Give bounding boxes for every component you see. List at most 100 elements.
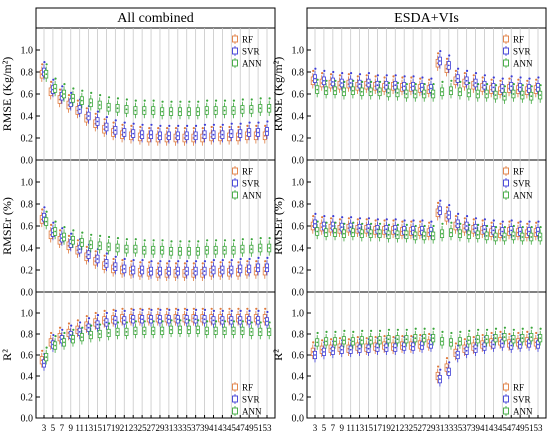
outlier-rf (499, 79, 502, 82)
outlier-ann (378, 80, 382, 83)
outlier-rf (383, 335, 386, 338)
outlier-ann (539, 327, 542, 330)
median-svr (456, 222, 459, 225)
median-svr (230, 319, 233, 322)
median-ann (405, 338, 408, 341)
median-ann (63, 93, 65, 95)
outlier-ann (268, 237, 271, 240)
outlier-svr (448, 204, 451, 207)
median-ann (459, 340, 461, 343)
outlier-ann (152, 320, 155, 323)
legend-label-rf: RF (242, 35, 253, 45)
median-ann (170, 110, 172, 113)
median-ann (223, 249, 226, 252)
x-tick-label: 15 (364, 423, 374, 433)
outlier-rf (490, 331, 493, 335)
outlier-rf (210, 307, 213, 310)
legend-marker-rf (232, 35, 238, 43)
outlier-svr (385, 74, 388, 77)
median-ann (89, 243, 92, 246)
x-tick-label: 49 (516, 423, 526, 433)
outlier-ann (485, 83, 489, 86)
median-svr (185, 318, 188, 321)
outlier-rf (347, 338, 350, 341)
outlier-rf (463, 72, 466, 75)
median-ann (80, 99, 83, 102)
x-tick-label: 53 (534, 423, 544, 433)
outlier-svr (341, 72, 344, 75)
x-tick-label: 47 (507, 423, 517, 433)
outlier-ann (334, 221, 337, 224)
outlier-ann (334, 79, 337, 82)
outlier-ann (161, 239, 164, 242)
outlier-rf (210, 261, 213, 264)
median-ann (396, 233, 399, 236)
x-tick-label: 9 (340, 423, 345, 433)
outlier-ann (325, 221, 328, 224)
outlier-ann (250, 238, 253, 241)
x-tick-label: 19 (382, 423, 392, 433)
median-svr (340, 348, 343, 351)
legend-marker-svr (503, 179, 509, 187)
median-svr (528, 230, 530, 233)
y-tick-label: 1.0 (21, 309, 34, 320)
outlier-rf (329, 73, 333, 76)
y-tick-label: 0.2 (292, 134, 305, 145)
outlier-svr (61, 227, 64, 230)
median-ann (378, 232, 381, 235)
median-ann (351, 89, 354, 92)
outlier-svr (439, 368, 442, 371)
outlier-rf (165, 307, 169, 310)
y-tick-label: 0.2 (292, 393, 305, 404)
outlier-rf (392, 75, 395, 78)
outlier-ann (143, 320, 146, 323)
outlier-ann (485, 224, 489, 228)
outlier-ann (530, 326, 533, 329)
median-svr (367, 82, 370, 84)
outlier-rf (255, 260, 258, 263)
outlier-svr (323, 215, 326, 218)
outlier-svr (510, 75, 513, 78)
x-tick-label: 17 (373, 423, 383, 433)
median-svr (159, 318, 161, 321)
outlier-svr (421, 219, 424, 222)
x-tick-label: 7 (331, 423, 336, 433)
legend-label-ann: ANN (513, 59, 533, 69)
median-ann (450, 341, 452, 344)
median-ann (450, 89, 452, 92)
median-svr (358, 227, 361, 230)
median-svr (331, 349, 334, 352)
outlier-ann (387, 81, 391, 85)
median-svr (114, 265, 117, 268)
median-svr (221, 269, 224, 271)
outlier-ann (441, 222, 444, 225)
median-ann (512, 93, 515, 95)
outlier-rf (157, 307, 160, 310)
y-tick-label: 0.6 (21, 222, 34, 233)
outlier-rf (401, 335, 404, 338)
outlier-ann (450, 221, 453, 224)
outlier-rf (490, 221, 493, 224)
outlier-ann (90, 233, 93, 236)
median-ann (45, 220, 48, 223)
median-svr (150, 318, 152, 321)
median-ann (241, 248, 244, 251)
median-ann (476, 93, 479, 95)
median-ann (521, 94, 524, 96)
legend-label-svr: SVR (513, 395, 531, 405)
outlier-rf (121, 307, 124, 310)
outlier-svr (212, 123, 215, 126)
outlier-svr (510, 219, 513, 222)
median-ann (530, 95, 533, 98)
outlier-ann (378, 222, 382, 225)
legend-marker-svr (503, 395, 509, 403)
outlier-ann (378, 329, 382, 332)
outlier-ann (63, 331, 66, 335)
outlier-ann (197, 240, 200, 243)
outlier-svr (96, 110, 100, 113)
outlier-svr (96, 314, 100, 317)
median-ann (188, 250, 190, 253)
legend-label-rf: RF (513, 383, 524, 393)
